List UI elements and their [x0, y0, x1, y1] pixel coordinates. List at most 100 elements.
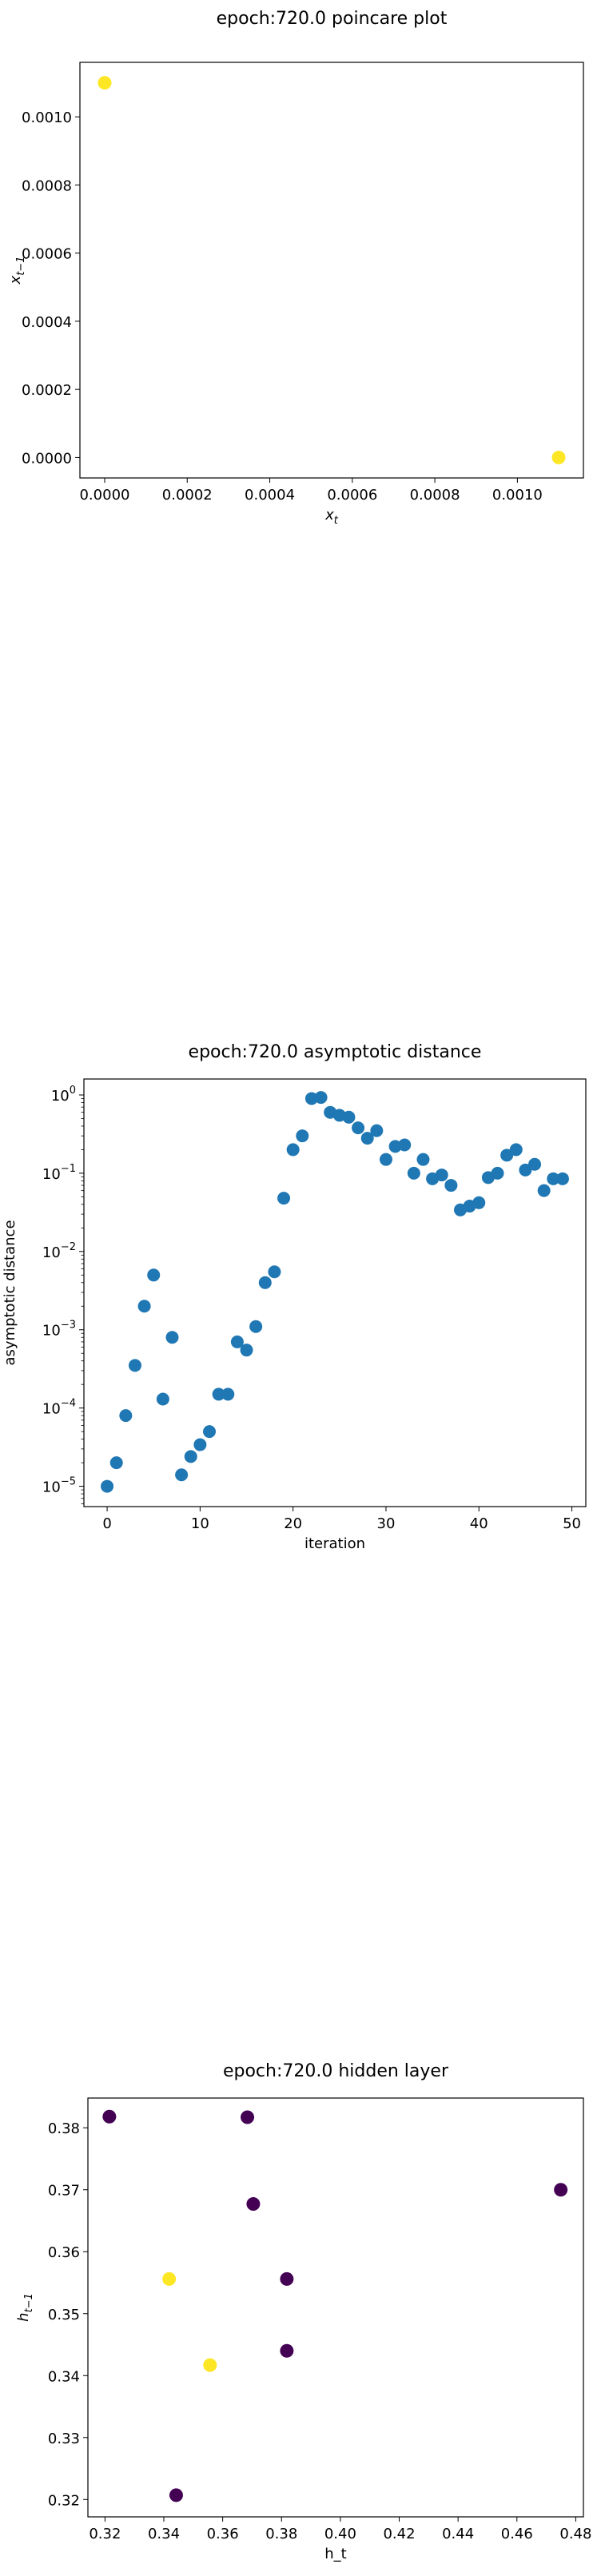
data-point: [304, 1092, 318, 1105]
data-point: [509, 1143, 523, 1157]
x-tick-label: 0.0008: [410, 487, 460, 504]
data-point: [119, 1409, 133, 1423]
plot-frame: [87, 2097, 584, 2518]
data-point: [165, 1331, 179, 1344]
y-tick-label: 0.38: [48, 2120, 80, 2137]
data-point: [537, 1184, 551, 1197]
x-tick-label: 0.34: [148, 2526, 180, 2542]
poincare-plot-chart: epoch:720.0 poincare plot 0.0000 0.0002 0.0…: [7, 9, 584, 527]
x-tick-label: 20: [284, 1515, 302, 1532]
y-tick-label: 10−5: [42, 1476, 76, 1496]
x-tick-label: 0.42: [383, 2526, 415, 2542]
x-tick-label: 30: [377, 1515, 396, 1532]
x-tick-label: 0: [102, 1515, 111, 1532]
y-tick-label: 0.0004: [22, 314, 72, 331]
x-tick-label: 40: [470, 1515, 488, 1532]
data-point: [519, 1163, 532, 1177]
data-point: [203, 2358, 217, 2372]
asymptotic-distance-chart: epoch:720.0 asymptotic distance 0 10 20 30 40…: [2, 1042, 587, 1552]
data-point: [268, 1265, 281, 1279]
data-point: [296, 1129, 309, 1143]
x-tick-label: 0.32: [89, 2526, 121, 2542]
data-point: [162, 2271, 177, 2286]
data-point: [156, 1392, 169, 1406]
x-tick-label: 0.44: [442, 2526, 474, 2542]
data-point: [203, 1425, 216, 1439]
data-point: [342, 1110, 356, 1124]
data-point: [472, 1196, 486, 1209]
y-axis-label: ht−1: [15, 2293, 35, 2322]
data-point: [280, 2271, 294, 2286]
hidden-layer-chart: epoch:720.0 hidden layer 0.32 0.34 0.36 0.38…: [15, 2061, 591, 2562]
data-point: [286, 1143, 300, 1157]
data-point: [528, 1157, 542, 1171]
data-point: [221, 1388, 235, 1401]
chart-title: epoch:720.0 hidden layer: [223, 2061, 449, 2081]
data-point: [128, 1359, 141, 1372]
data-point: [98, 76, 112, 90]
x-tick-label: 0.36: [207, 2526, 239, 2542]
data-point: [147, 1268, 161, 1282]
y-tick-label: 0.0010: [22, 109, 72, 126]
data-point: [555, 1172, 569, 1185]
x-tick-label: 0.0002: [162, 487, 213, 504]
data-point: [101, 1479, 114, 1493]
data-point: [444, 1179, 458, 1192]
data-point: [137, 1300, 151, 1313]
data-point: [184, 1450, 197, 1463]
data-point: [193, 1438, 207, 1451]
data-point: [435, 1169, 448, 1182]
data-point: [500, 1149, 514, 1162]
x-axis-label: xt: [324, 507, 339, 527]
data-point: [280, 2343, 294, 2358]
chart-title: epoch:720.0 asymptotic distance: [189, 1042, 482, 1062]
y-tick-label: 0.33: [48, 2431, 80, 2447]
y-axis-label: xt−1: [7, 257, 27, 285]
data-point: [407, 1166, 420, 1180]
y-tick-label: 10−3: [42, 1320, 76, 1340]
y-tick-label: 0.0002: [22, 382, 72, 399]
data-point: [175, 1468, 189, 1482]
x-tick-label: 0.0004: [245, 487, 295, 504]
y-tick-label: 0.32: [48, 2492, 80, 2509]
y-tick-label: 10−1: [42, 1163, 76, 1183]
y-tick-label: 10−4: [42, 1398, 76, 1418]
data-point: [230, 1335, 244, 1348]
y-tick-label: 100: [51, 1085, 76, 1105]
data-point: [491, 1166, 504, 1180]
data-point: [212, 1388, 225, 1401]
data-point: [169, 2488, 183, 2502]
data-point: [554, 2183, 568, 2197]
plot-frame: [79, 62, 584, 479]
y-tick-label: 0.37: [48, 2183, 80, 2200]
plot-frame: [83, 1078, 587, 1507]
x-tick-label: 0.40: [324, 2526, 356, 2542]
x-tick-label: 0.38: [265, 2526, 297, 2542]
data-point: [398, 1138, 412, 1152]
x-tick-label: 0.46: [501, 2526, 533, 2542]
y-axis-label: asymptotic distance: [2, 1220, 18, 1365]
x-axis-label: h_t: [324, 2546, 346, 2562]
data-point: [379, 1153, 392, 1166]
y-tick-label: 0.35: [48, 2307, 80, 2323]
data-point: [241, 2110, 255, 2124]
data-point: [246, 2197, 261, 2212]
y-tick-label: 0.36: [48, 2244, 80, 2261]
x-tick-label: 10: [191, 1515, 209, 1532]
data-point: [277, 1192, 291, 1205]
data-point: [240, 1344, 253, 1357]
data-point: [314, 1091, 328, 1105]
data-point: [416, 1153, 430, 1166]
data-point: [370, 1124, 384, 1137]
y-tick-label: 0.0008: [22, 177, 72, 194]
data-point: [258, 1276, 272, 1289]
data-point: [360, 1132, 374, 1145]
y-tick-label: 0.0006: [22, 246, 72, 263]
data-point: [109, 1456, 123, 1470]
y-tick-label: 10−2: [42, 1241, 76, 1261]
x-tick-label: 0.0010: [492, 487, 543, 504]
x-tick-label: 0.0000: [79, 487, 129, 504]
chart-title: epoch:720.0 poincare plot: [217, 9, 448, 29]
data-point: [249, 1320, 263, 1333]
x-tick-label: 0.48: [559, 2526, 591, 2542]
